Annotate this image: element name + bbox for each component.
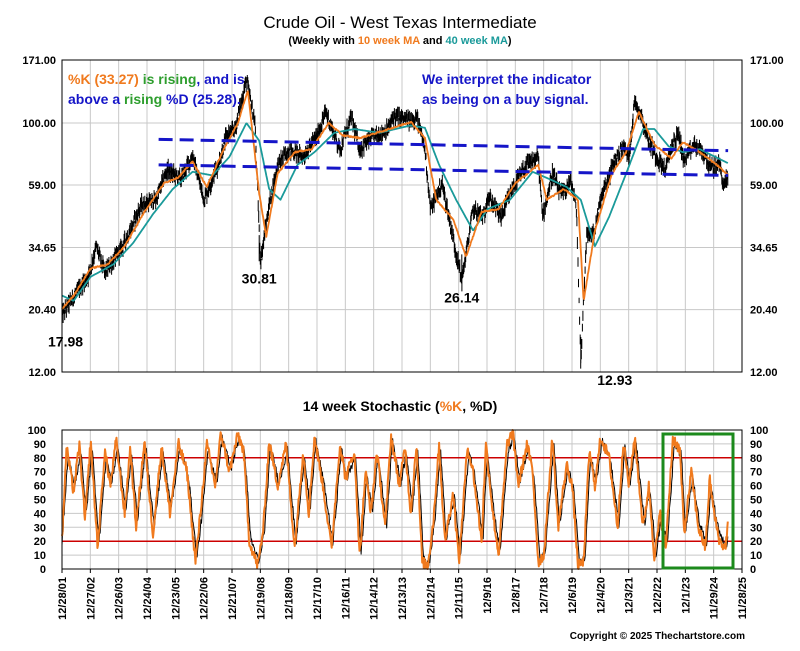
x-tick-label: 12/23/05 — [170, 577, 182, 620]
price-series-group — [61, 75, 729, 369]
stoch-tick-label-right: 60 — [750, 481, 762, 493]
stoch-series-group — [61, 429, 742, 570]
x-tick-label: 12/9/16 — [482, 577, 494, 614]
stoch-title: 14 week Stochastic (%K, %D) — [303, 398, 498, 414]
price-tick-label-left: 171.00 — [22, 55, 56, 67]
stoch-tick-label-left: 60 — [34, 481, 46, 493]
stoch-tick-label-right: 80 — [750, 453, 762, 465]
x-axis-ticks: 12/28/01 12/27/02 12/26/03 12/24/04 12/23/05… — [57, 569, 749, 620]
x-tick-label: 12/1/23 — [680, 577, 692, 614]
x-tick-label: 12/17/10 — [312, 577, 324, 620]
stoch-tick-label-left: 40 — [34, 508, 46, 520]
chart-title: Crude Oil - West Texas Intermediate — [263, 13, 536, 32]
stoch-tick-label-right: 30 — [750, 522, 762, 534]
x-tick-label: 12/7/18 — [539, 577, 551, 614]
annotation-stoch-left-line1: %K (33.27) is rising, and is — [68, 71, 245, 87]
x-tick-label: 12/16/11 — [340, 577, 352, 619]
ma10-line — [61, 90, 729, 310]
stoch-tick-label-left: 30 — [34, 522, 46, 534]
x-tick-label: 12/2/22 — [652, 577, 664, 614]
ma40-line — [61, 122, 729, 302]
stoch-tick-label-left: 80 — [34, 453, 46, 465]
x-tick-label: 12/19/08 — [255, 577, 267, 620]
x-tick-label: 12/28/01 — [57, 577, 69, 620]
price-tick-label-left: 59.00 — [28, 180, 56, 192]
highlight-box — [661, 432, 735, 570]
x-tick-label: 12/14/12 — [369, 577, 381, 620]
stoch-tick-label-left: 70 — [34, 467, 46, 479]
low-labels: 17.98 30.81 26.14 12.93 — [48, 270, 633, 388]
stoch-tick-label-right: 50 — [750, 495, 762, 507]
stoch-tick-label-left: 0 — [40, 564, 46, 576]
stoch-k-line — [61, 429, 729, 570]
x-tick-label: 12/24/04 — [142, 576, 154, 620]
copyright: Copyright © 2025 Thechartstore.com — [570, 631, 745, 642]
stoch-tick-label-left: 50 — [34, 495, 46, 507]
x-tick-label: 12/12/14 — [425, 576, 437, 620]
annotation-signal-line2: as being on a buy signal. — [422, 91, 588, 107]
x-tick-label: 12/11/15 — [454, 577, 466, 619]
stoch-tick-label-right: 20 — [750, 536, 762, 548]
stoch-panel-frame — [61, 429, 743, 570]
x-tick-label: 12/8/17 — [510, 577, 522, 614]
stoch-tick-label-right: 40 — [750, 508, 762, 520]
price-tick-label-left: 34.65 — [28, 242, 56, 254]
price-tick-label-right: 171.00 — [750, 55, 784, 67]
annotation-stoch-left-line2: above a rising %D (25.28). — [68, 91, 241, 107]
price-axis-ticks: 12.00 12.00 20.40 20.40 34.65 34.65 59.00 59.00… — [22, 55, 783, 379]
x-tick-label: 12/4/20 — [595, 577, 607, 614]
price-tick-label-left: 100.00 — [22, 118, 56, 130]
x-tick-label: 12/3/21 — [624, 577, 636, 614]
x-tick-label: 12/21/07 — [227, 577, 239, 620]
price-panel-frame — [61, 59, 743, 373]
chart-subtitle: (Weekly with 10 week MA and 40 week MA) — [288, 35, 512, 47]
x-tick-label: 12/18/09 — [284, 577, 296, 620]
stoch-tick-label-right: 100 — [750, 425, 768, 437]
stoch-tick-label-left: 10 — [34, 550, 46, 562]
low-label: 26.14 — [444, 290, 479, 306]
stoch-tick-label-right: 90 — [750, 439, 762, 451]
stoch-tick-label-right: 10 — [750, 550, 762, 562]
price-tick-label-right: 59.00 — [750, 180, 778, 192]
low-label: 12.93 — [597, 372, 632, 388]
price-tick-label-right: 20.40 — [750, 305, 778, 317]
price-tick-label-left: 20.40 — [28, 305, 56, 317]
trendline — [158, 137, 729, 153]
stoch-tick-label-left: 100 — [28, 425, 46, 437]
x-tick-label: 12/6/19 — [567, 577, 579, 614]
stoch-tick-label-right: 70 — [750, 467, 762, 479]
x-tick-label: 12/22/06 — [199, 577, 211, 620]
price-tick-label-right: 100.00 — [750, 118, 784, 130]
low-label: 17.98 — [48, 334, 83, 350]
annotation-signal-line1: We interpret the indicator — [422, 71, 592, 87]
low-label: 30.81 — [242, 270, 277, 286]
x-tick-label: 12/26/03 — [114, 577, 126, 620]
stoch-tick-label-right: 0 — [750, 564, 756, 576]
price-tick-label-right: 34.65 — [750, 242, 778, 254]
stoch-tick-label-left: 90 — [34, 439, 46, 451]
price-bars — [61, 75, 729, 369]
price-tick-label-right: 12.00 — [750, 367, 778, 379]
x-tick-label: 12/13/13 — [397, 577, 409, 620]
x-tick-label: 12/27/02 — [85, 577, 97, 620]
price-tick-label-left: 12.00 — [28, 367, 56, 379]
x-tick-label: 11/29/24 — [709, 576, 721, 619]
stoch-tick-label-left: 20 — [34, 536, 46, 548]
x-tick-label: 11/28/25 — [737, 577, 749, 619]
trendline — [158, 163, 729, 177]
